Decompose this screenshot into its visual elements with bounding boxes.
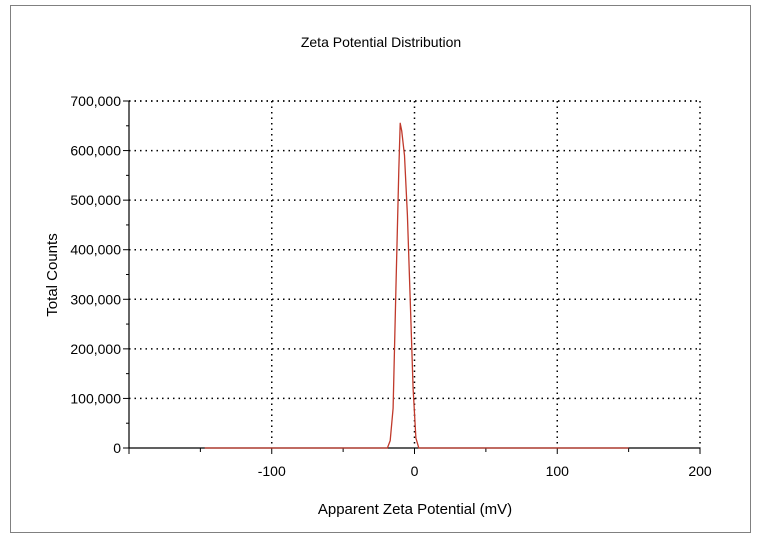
tick-labels: 0 100,000 200,000 300,000 400,000 500,000 600,…: [70, 93, 712, 479]
chart-title: Zeta Potential Distribution: [301, 34, 461, 50]
y-tick-label: 200,000: [70, 341, 121, 357]
chart-frame: [10, 5, 751, 533]
y-tick-label: 100,000: [70, 390, 121, 406]
x-tick-label: 200: [688, 463, 712, 479]
plot-area: [204, 122, 629, 449]
x-axis-label: Apparent Zeta Potential (mV): [318, 501, 512, 518]
y-tick-label: 400,000: [70, 242, 121, 258]
y-tick-label: 300,000: [70, 291, 121, 307]
axes: [123, 100, 701, 454]
x-tick-label: 0: [411, 463, 419, 479]
series-line: [204, 122, 629, 449]
y-tick-label: 500,000: [70, 192, 121, 208]
y-axis-label: Total Counts: [44, 233, 61, 316]
y-tick-label: 700,000: [70, 93, 121, 109]
y-tick-label: 600,000: [70, 143, 121, 159]
x-tick-label: 100: [546, 463, 570, 479]
y-tick-label: 0: [113, 440, 121, 456]
grid-lines: [129, 100, 701, 448]
x-tick-label: -100: [258, 463, 286, 479]
